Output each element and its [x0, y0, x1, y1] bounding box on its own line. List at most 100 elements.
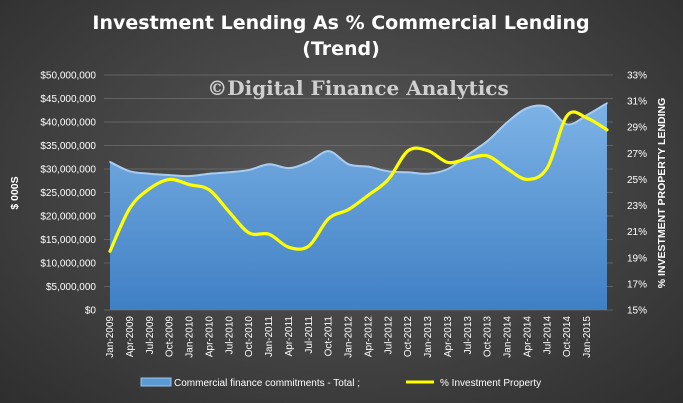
y-right-tick-label: 31%	[627, 97, 647, 108]
area-point	[467, 154, 469, 156]
y-right-tick-label: 29%	[627, 123, 647, 134]
line-point	[208, 188, 211, 192]
y-left-tick-label: $40,000,000	[40, 118, 96, 129]
area-point	[228, 171, 231, 174]
y-left-tick-label: $45,000,000	[40, 94, 96, 105]
area-point	[566, 123, 569, 126]
line-point	[526, 178, 529, 181]
area-point	[606, 102, 608, 104]
legend-swatch-commercial	[140, 377, 172, 387]
area-point	[308, 161, 310, 163]
x-tick-label: Jul-2009	[145, 316, 156, 355]
legend: Commercial finance commitments - Total ;…	[140, 377, 541, 389]
line-point	[446, 161, 450, 164]
area-point	[188, 175, 191, 177]
x-tick-label: Oct-2010	[244, 316, 255, 358]
chart-title-line2: (Trend)	[302, 38, 380, 60]
line-series-group	[108, 110, 609, 253]
y-left-tick-label: $0	[85, 306, 97, 317]
x-tick-label: Apr-2013	[443, 316, 454, 358]
area-point	[148, 172, 151, 175]
x-tick-label: Jul-2014	[542, 316, 553, 355]
line-point	[188, 183, 191, 186]
area-point	[168, 174, 171, 176]
x-tick-label: Jul-2010	[224, 316, 235, 355]
x-tick-label: Apr-2014	[522, 316, 533, 358]
x-tick-label: Jul-2013	[463, 316, 474, 355]
line-point	[546, 166, 549, 169]
x-tick-label: Oct-2014	[562, 316, 573, 358]
line-point	[287, 246, 291, 249]
area-point	[486, 140, 489, 142]
line-point	[327, 217, 330, 220]
area-point	[347, 163, 350, 166]
area-point	[407, 171, 410, 174]
x-tick-label: Oct-2013	[483, 316, 494, 358]
line-point	[267, 233, 271, 236]
area-point	[109, 161, 111, 163]
y-left-tick-label: $10,000,000	[40, 259, 96, 270]
line-point	[407, 149, 410, 152]
y-left-tick-label: $15,000,000	[40, 235, 96, 246]
area-point	[129, 170, 131, 173]
y-axis-right-label: % INVESTMENT PROPERTY LENDING	[656, 98, 668, 289]
y-right-tick-label: 19%	[627, 253, 647, 264]
y-right-tick-label: 27%	[627, 149, 647, 160]
x-tick-label: Jan-2010	[185, 316, 196, 358]
area-point	[427, 172, 429, 175]
y-axis-right-ticks: 15% 17% 19% 21% 23% 25% 27% 29% 31% 33%	[627, 71, 647, 317]
line-point	[506, 167, 509, 171]
line-point	[108, 250, 112, 253]
line-point	[585, 116, 589, 120]
y-axis-left-label: $ 000S	[9, 176, 21, 209]
x-tick-label: Jan-2014	[503, 316, 514, 358]
legend-label-investment: % Investment Property	[440, 378, 541, 389]
area-commercial-fill	[110, 103, 607, 310]
line-investment	[108, 110, 609, 253]
y-left-tick-label: $20,000,000	[40, 212, 96, 223]
y-right-tick-label: 15%	[627, 306, 647, 317]
y-left-tick-label: $25,000,000	[40, 188, 96, 199]
line-point	[566, 114, 569, 117]
x-tick-label: Jul-2012	[383, 316, 394, 355]
line-point	[128, 206, 132, 210]
x-tick-label: Apr-2012	[363, 316, 374, 358]
y-left-tick-label: $35,000,000	[40, 141, 96, 152]
x-tick-label: Jan-2015	[582, 316, 593, 358]
chart-title-line1: Investment Lending As % Commercial Lendi…	[92, 12, 589, 34]
legend-label-commercial: Commercial finance commitments - Total ;	[174, 378, 360, 389]
y-left-tick-label: $30,000,000	[40, 165, 96, 176]
area-commercial-edge	[109, 102, 608, 178]
y-left-tick-label: $50,000,000	[40, 71, 96, 82]
y-right-tick-label: 17%	[627, 279, 647, 290]
y-right-tick-label: 33%	[627, 71, 647, 82]
x-tick-label: Oct-2011	[324, 316, 335, 357]
area-point	[586, 114, 588, 116]
line-point	[148, 187, 151, 190]
line-point	[247, 231, 251, 235]
line-point	[387, 178, 390, 181]
y-right-tick-label: 21%	[627, 227, 647, 238]
x-tick-label: Oct-2009	[165, 316, 176, 358]
x-axis-ticks: Jan-2009 Apr-2009 Jul-2009 Oct-2009 Jan-2010…	[105, 316, 593, 358]
area-point	[268, 163, 270, 166]
x-tick-label: Apr-2011	[284, 316, 295, 357]
area-point	[288, 167, 290, 169]
x-tick-label: Jan-2012	[344, 316, 355, 358]
line-point	[367, 193, 370, 197]
y-axis-left-ticks: $0 $5,000,000 $10,000,000 $15,000,000 $20,00…	[40, 71, 96, 317]
x-tick-label: Jul-2011	[304, 316, 315, 354]
line-point	[228, 210, 231, 214]
y-right-tick-label: 25%	[627, 175, 647, 186]
line-point	[466, 157, 470, 160]
area-point	[506, 121, 509, 123]
area-point	[367, 165, 370, 168]
line-point	[168, 178, 171, 181]
y-right-tick-label: 23%	[627, 201, 647, 212]
line-point	[486, 154, 489, 158]
line-point	[347, 208, 350, 211]
x-tick-label: Jan-2011	[264, 316, 275, 357]
x-tick-label: Jan-2009	[105, 316, 116, 358]
x-tick-label: Apr-2010	[204, 316, 215, 358]
